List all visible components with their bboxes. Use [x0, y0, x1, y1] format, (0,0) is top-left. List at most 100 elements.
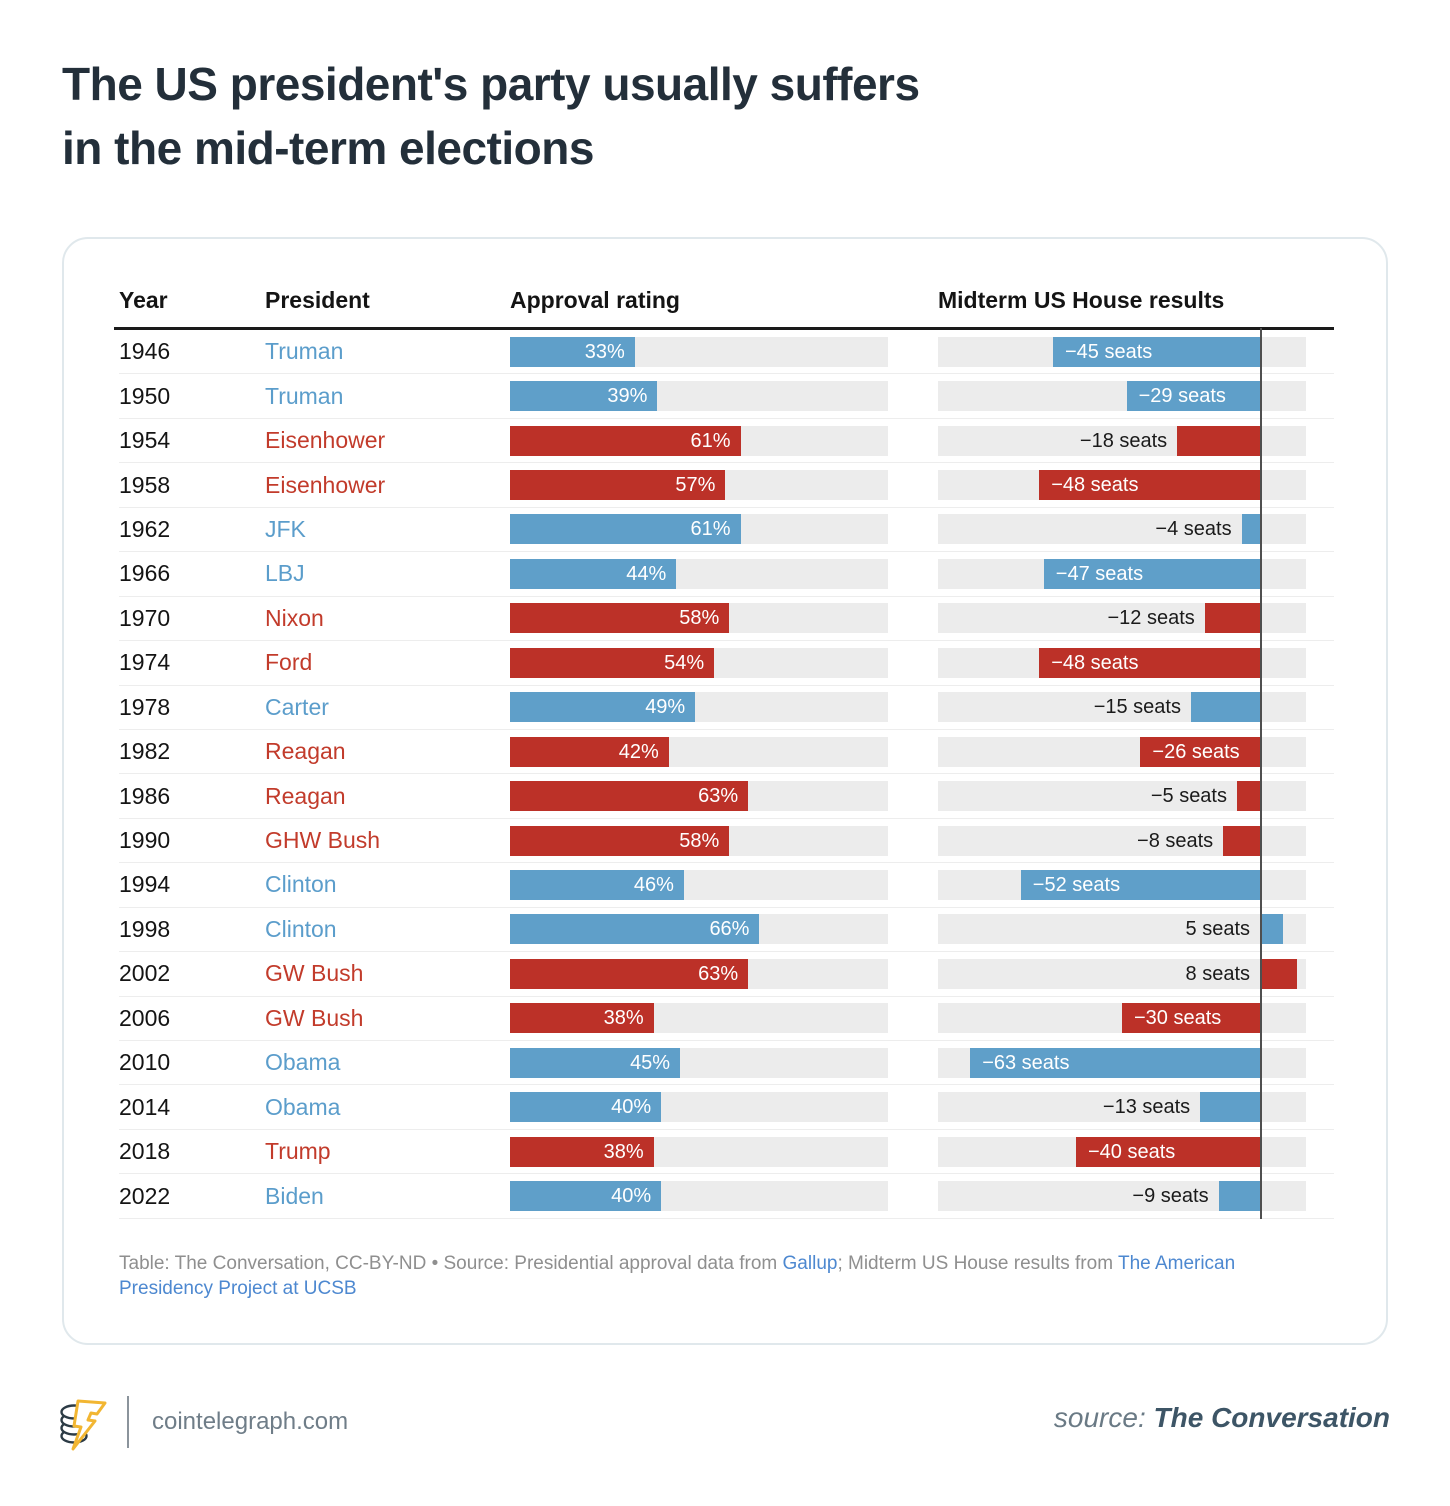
- midterm-bar-label: 5 seats: [1185, 918, 1250, 941]
- year-cell: 2006: [119, 1004, 171, 1031]
- approval-cell: 49%: [510, 692, 938, 723]
- table-row: 1978 Carter 49% −15 seats: [119, 686, 1334, 730]
- approval-cell: 45%: [510, 1047, 938, 1078]
- year-cell: 1958: [119, 471, 171, 498]
- midterm-cell: −63 seats: [938, 1047, 1306, 1078]
- midterm-bar: [1204, 603, 1260, 634]
- president-cell: Obama: [265, 1093, 341, 1120]
- president-cell: Truman: [265, 382, 344, 409]
- approval-bar-track: 66%: [510, 914, 888, 945]
- approval-bar: 38%: [510, 1003, 654, 1034]
- approval-bar-track: 33%: [510, 336, 888, 367]
- approval-bar: 42%: [510, 736, 669, 767]
- midterm-bar-track: −48 seats: [938, 470, 1306, 501]
- footnote-link[interactable]: Gallup: [782, 1253, 838, 1274]
- midterm-bar-track: −15 seats: [938, 692, 1306, 723]
- midterm-bar-label: −5 seats: [1150, 785, 1227, 808]
- table-row: 1994 Clinton 46% −52 seats: [119, 863, 1334, 908]
- president-cell: Reagan: [265, 738, 346, 765]
- header-rule: [114, 327, 1334, 330]
- seats-zero-line: [1260, 328, 1262, 1219]
- midterm-bar-label: −29 seats: [1138, 385, 1226, 408]
- column-header-president: President: [265, 287, 370, 313]
- approval-cell: 38%: [510, 1136, 938, 1167]
- midterm-cell: −29 seats: [938, 381, 1306, 412]
- approval-bar: 58%: [510, 603, 730, 634]
- table-row: 1954 Eisenhower 61% −18 seats: [119, 419, 1334, 464]
- midterm-cell: −40 seats: [938, 1136, 1306, 1167]
- year-cell: 1954: [119, 427, 171, 454]
- approval-bar: 45%: [510, 1047, 681, 1078]
- approval-bar-track: 58%: [510, 603, 888, 634]
- approval-bar-track: 63%: [510, 958, 888, 989]
- president-cell: GW Bush: [265, 1004, 364, 1031]
- president-cell: GHW Bush: [265, 827, 381, 854]
- table-body: 1946 Truman 33% −45 seats 1950 Truman 39% −29 s…: [119, 328, 1334, 1219]
- midterm-bar: [1260, 958, 1297, 989]
- approval-bar-track: 58%: [510, 825, 888, 856]
- midterm-bar-track: −26 seats: [938, 736, 1306, 767]
- midterm-bar-label: −48 seats: [1051, 651, 1139, 674]
- midterm-bar-track: −45 seats: [938, 336, 1306, 367]
- table-row: 1998 Clinton 66% 5 seats: [119, 908, 1334, 953]
- midterm-cell: −4 seats: [938, 514, 1306, 545]
- year-cell: 1962: [119, 515, 171, 542]
- approval-bar: 61%: [510, 425, 741, 456]
- cointelegraph-logo-icon: [60, 1399, 107, 1451]
- approval-cell: 38%: [510, 1003, 938, 1034]
- midterm-bar-label: −12 seats: [1107, 607, 1195, 630]
- title-line-1: The US president's party usually suffers: [62, 58, 920, 110]
- approval-bar: 58%: [510, 825, 730, 856]
- approval-cell: 40%: [510, 1181, 938, 1212]
- midterm-bar-label: −48 seats: [1051, 474, 1139, 497]
- approval-cell: 58%: [510, 603, 938, 634]
- midterm-bar: [1223, 825, 1260, 856]
- approval-bar: 63%: [510, 781, 749, 812]
- table-row: 1962 JFK 61% −4 seats: [119, 508, 1334, 553]
- midterm-bar: [1237, 781, 1260, 812]
- year-cell: 2022: [119, 1182, 171, 1209]
- approval-bar-track: 38%: [510, 1003, 888, 1034]
- midterm-cell: −48 seats: [938, 470, 1306, 501]
- midterm-bar-track: −12 seats: [938, 603, 1306, 634]
- approval-bar: 38%: [510, 1136, 654, 1167]
- midterm-bar-label: −26 seats: [1152, 740, 1240, 763]
- president-cell: LBJ: [265, 560, 305, 587]
- midterm-bar-track: −4 seats: [938, 514, 1306, 545]
- approval-bar: 63%: [510, 958, 749, 989]
- year-cell: 2010: [119, 1049, 171, 1076]
- midterm-bar-track: −52 seats: [938, 869, 1306, 900]
- approval-bar-track: 63%: [510, 781, 888, 812]
- footnote-link[interactable]: The American Presidency Project at UCSB: [119, 1253, 1236, 1299]
- approval-bar: 40%: [510, 1092, 662, 1123]
- midterm-bar-label: −9 seats: [1132, 1185, 1209, 1208]
- approval-cell: 40%: [510, 1092, 938, 1123]
- president-cell: Clinton: [265, 915, 337, 942]
- year-cell: 1994: [119, 871, 171, 898]
- approval-bar-track: 46%: [510, 869, 888, 900]
- midterm-cell: −8 seats: [938, 825, 1306, 856]
- midterm-cell: −12 seats: [938, 603, 1306, 634]
- midterm-bar-track: −30 seats: [938, 1003, 1306, 1034]
- approval-cell: 54%: [510, 647, 938, 678]
- midterm-cell: −13 seats: [938, 1092, 1306, 1123]
- midterm-bar-label: −45 seats: [1065, 340, 1153, 363]
- president-cell: Nixon: [265, 604, 324, 631]
- table-row: 2002 GW Bush 63% 8 seats: [119, 952, 1334, 997]
- midterm-bar-track: −47 seats: [938, 558, 1306, 589]
- approval-bar-track: 45%: [510, 1047, 888, 1078]
- approval-cell: 33%: [510, 336, 938, 367]
- year-cell: 1998: [119, 915, 171, 942]
- president-cell: Ford: [265, 649, 313, 676]
- year-cell: 1990: [119, 827, 171, 854]
- year-cell: 2018: [119, 1138, 171, 1165]
- approval-cell: 42%: [510, 736, 938, 767]
- column-header-midterm: Midterm US House results: [938, 287, 1225, 313]
- year-cell: 1966: [119, 560, 171, 587]
- approval-bar: 33%: [510, 336, 635, 367]
- year-cell: 1946: [119, 338, 171, 365]
- table-row: 1946 Truman 33% −45 seats: [119, 330, 1334, 375]
- midterm-bar: [1043, 558, 1260, 589]
- midterm-bar-label: −40 seats: [1088, 1140, 1176, 1163]
- year-cell: 1982: [119, 738, 171, 765]
